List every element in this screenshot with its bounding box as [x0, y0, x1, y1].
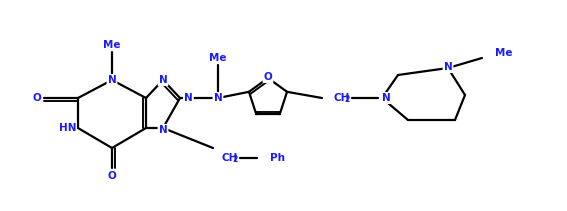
Text: N: N [214, 93, 222, 103]
Text: N: N [159, 75, 167, 85]
Text: N: N [159, 125, 167, 135]
Text: O: O [33, 93, 41, 103]
Text: N: N [214, 93, 222, 103]
Text: N: N [443, 62, 452, 72]
Text: Me: Me [495, 48, 513, 58]
Text: O: O [108, 171, 116, 181]
Text: CH: CH [222, 153, 238, 163]
Text: N: N [184, 93, 193, 103]
Text: Me: Me [209, 53, 227, 63]
Text: 2: 2 [344, 96, 350, 104]
Text: 2: 2 [232, 156, 238, 165]
Text: N: N [184, 93, 193, 103]
Text: CH: CH [334, 93, 350, 103]
Text: O: O [264, 72, 272, 82]
Text: N: N [443, 62, 452, 72]
Text: N: N [108, 75, 116, 85]
Text: Ph: Ph [270, 153, 285, 163]
Text: N: N [382, 93, 391, 103]
Text: HN: HN [58, 123, 76, 133]
Text: HN: HN [58, 123, 76, 133]
Text: N: N [108, 75, 116, 85]
Text: N: N [382, 93, 391, 103]
Text: Me: Me [103, 40, 121, 50]
Text: O: O [264, 72, 272, 82]
Text: N: N [159, 75, 167, 85]
Text: N: N [159, 125, 167, 135]
